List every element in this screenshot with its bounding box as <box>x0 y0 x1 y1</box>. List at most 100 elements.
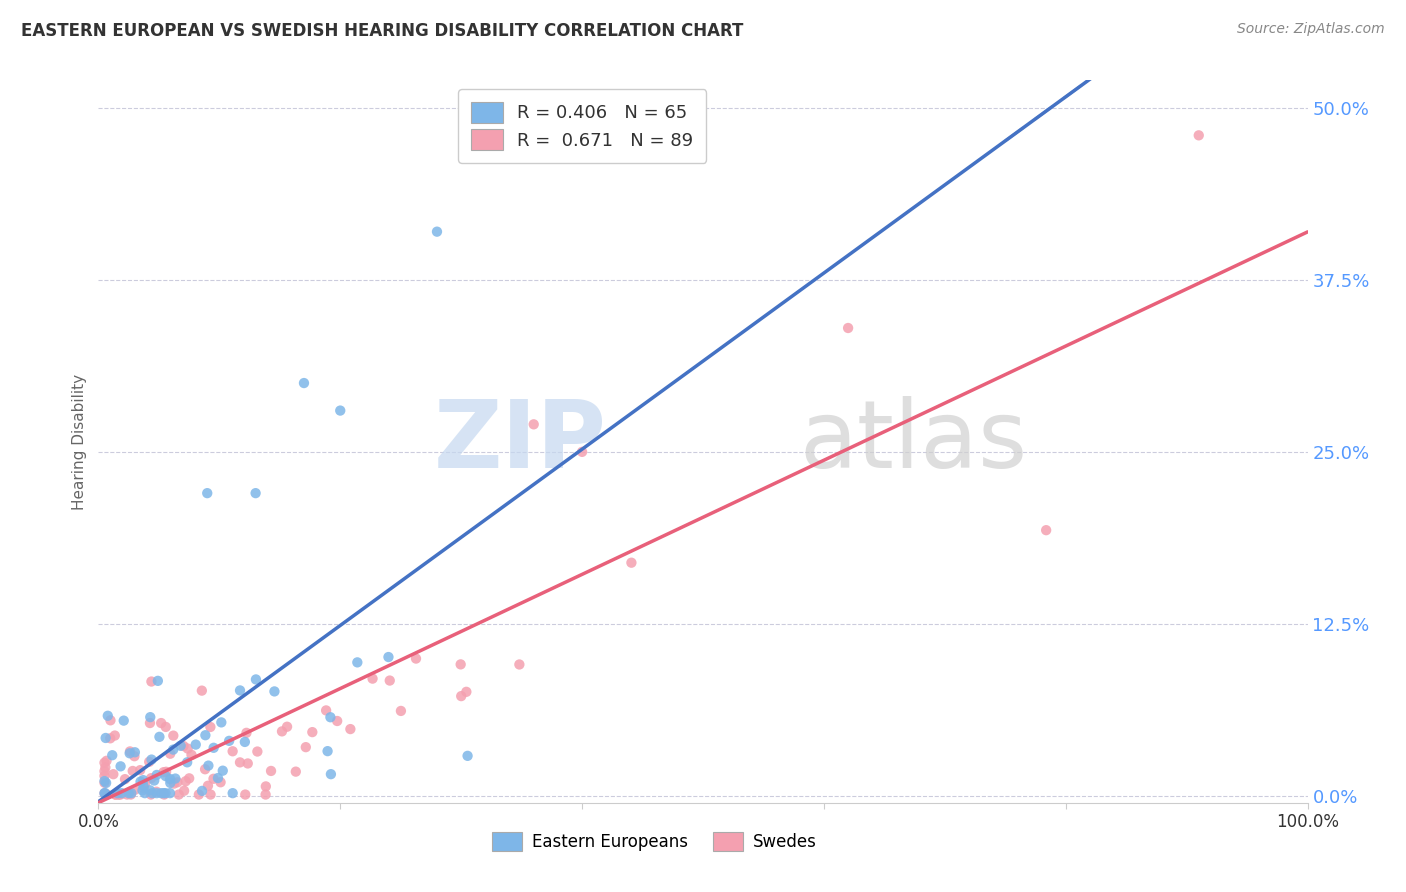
Point <box>146 673 169 688</box>
Point <box>120 786 142 800</box>
Point <box>284 764 307 779</box>
Point <box>276 720 298 734</box>
Point <box>163 776 186 790</box>
Point <box>389 704 412 718</box>
Point <box>132 781 155 796</box>
Point <box>167 788 190 802</box>
Point <box>98 731 121 746</box>
Point <box>197 758 219 772</box>
Text: Source: ZipAtlas.com: Source: ZipAtlas.com <box>1237 22 1385 37</box>
Point <box>523 417 546 432</box>
Point <box>346 656 368 670</box>
Point <box>139 710 162 724</box>
Point <box>456 685 478 699</box>
Point <box>378 673 401 688</box>
Point <box>93 775 115 789</box>
Point <box>209 775 232 789</box>
Point <box>450 689 472 703</box>
Point <box>166 775 188 789</box>
Point <box>141 786 163 800</box>
Point <box>104 729 127 743</box>
Point <box>235 726 257 740</box>
Point <box>233 735 256 749</box>
Point <box>405 651 427 665</box>
Point <box>254 780 277 794</box>
Point <box>194 762 217 776</box>
Point <box>118 786 141 800</box>
Point <box>571 445 593 459</box>
Point <box>187 788 209 802</box>
Point <box>246 745 269 759</box>
Point <box>143 773 166 788</box>
Point <box>94 760 117 774</box>
Point <box>254 788 277 802</box>
Point <box>377 650 399 665</box>
Point <box>159 747 181 761</box>
Point <box>100 714 122 728</box>
Point <box>93 786 115 800</box>
Point <box>155 720 177 734</box>
Point <box>316 744 339 758</box>
Point <box>191 784 214 798</box>
Point <box>93 769 115 783</box>
Y-axis label: Hearing Disability: Hearing Disability <box>72 374 87 509</box>
Point <box>292 376 315 390</box>
Point <box>191 683 214 698</box>
Point <box>159 776 181 790</box>
Point <box>301 725 323 739</box>
Point <box>233 788 256 802</box>
Point <box>129 774 152 789</box>
Point <box>141 674 163 689</box>
Point <box>159 772 181 786</box>
Point <box>319 767 342 781</box>
Point <box>236 756 259 771</box>
Point <box>837 321 859 335</box>
Point <box>211 764 233 778</box>
Point <box>207 771 229 785</box>
Text: EASTERN EUROPEAN VS SWEDISH HEARING DISABILITY CORRELATION CHART: EASTERN EUROPEAN VS SWEDISH HEARING DISA… <box>21 22 744 40</box>
Point <box>118 744 141 758</box>
Point <box>174 774 197 789</box>
Point <box>96 754 118 768</box>
Point <box>319 710 342 724</box>
Point <box>202 772 225 786</box>
Point <box>184 738 207 752</box>
Point <box>124 745 146 759</box>
Point <box>200 788 222 802</box>
Point <box>124 783 146 797</box>
Point <box>1035 523 1057 537</box>
Point <box>245 673 267 687</box>
Point <box>200 720 222 734</box>
Point <box>450 657 472 672</box>
Point <box>139 783 162 797</box>
Point <box>139 771 162 785</box>
Point <box>107 786 129 800</box>
Point <box>139 716 162 731</box>
Point <box>179 772 201 786</box>
Point <box>159 786 181 800</box>
Text: atlas: atlas <box>800 395 1028 488</box>
Point <box>329 403 352 417</box>
Point <box>101 748 124 763</box>
Legend: Eastern Europeans, Swedes: Eastern Europeans, Swedes <box>484 823 825 860</box>
Point <box>457 748 479 763</box>
Point <box>180 747 202 762</box>
Point <box>93 774 115 789</box>
Point <box>148 730 170 744</box>
Point <box>134 776 156 790</box>
Point <box>121 764 143 778</box>
Point <box>173 784 195 798</box>
Point <box>263 684 285 698</box>
Point <box>108 788 131 802</box>
Point <box>162 742 184 756</box>
Point <box>104 788 127 802</box>
Point <box>315 703 337 717</box>
Point <box>165 772 187 786</box>
Point <box>145 786 167 800</box>
Point <box>1188 128 1211 143</box>
Point <box>197 779 219 793</box>
Point <box>110 788 132 802</box>
Point <box>294 740 316 755</box>
Text: ZIP: ZIP <box>433 395 606 488</box>
Point <box>218 734 240 748</box>
